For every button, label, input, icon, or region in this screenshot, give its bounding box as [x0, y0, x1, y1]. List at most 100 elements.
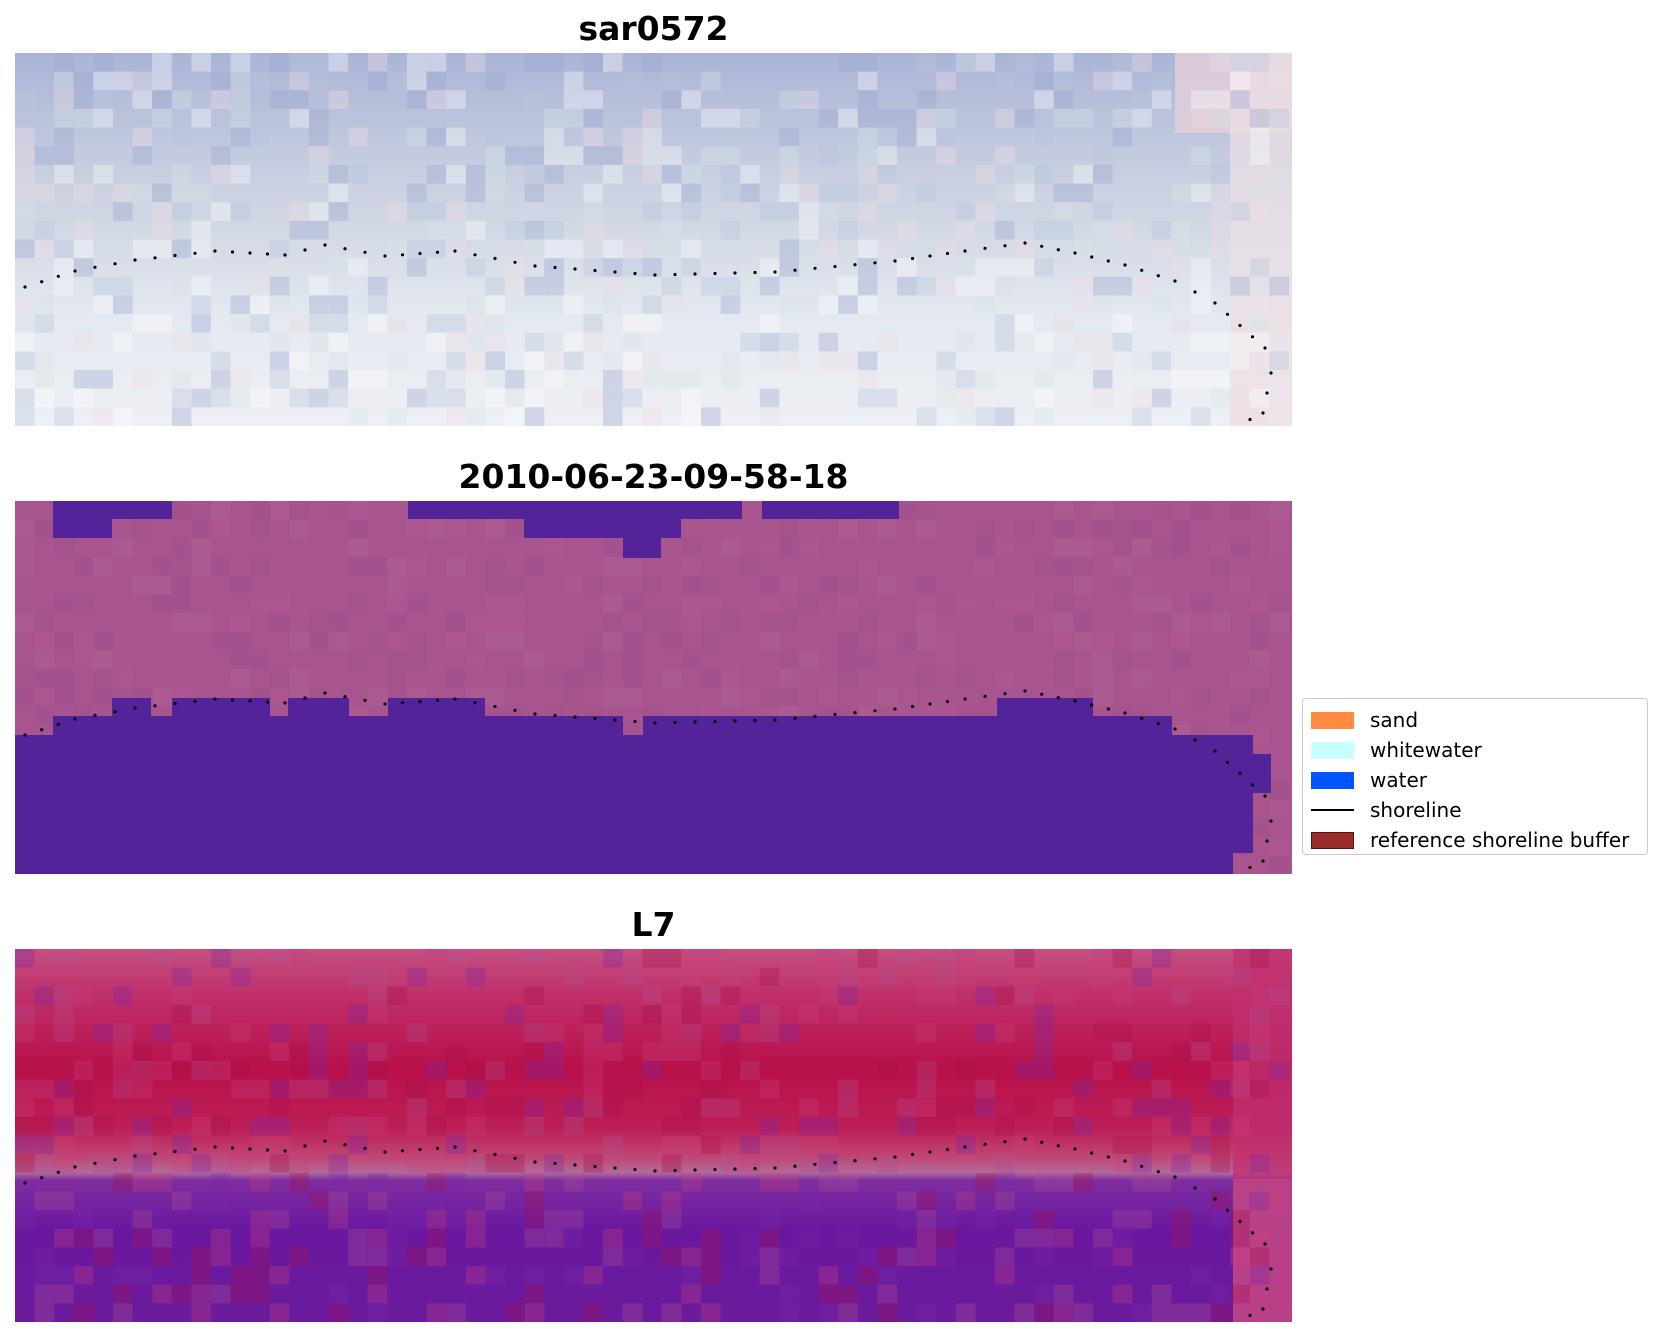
shoreline-point [693, 272, 697, 276]
panel-title-classified: 2010-06-23-09-58-18 [458, 457, 849, 496]
shoreline-point [793, 716, 797, 720]
shoreline-point [323, 243, 327, 247]
shoreline-point [853, 263, 857, 267]
shoreline-point [1140, 1164, 1144, 1168]
shoreline-point [93, 1161, 97, 1165]
shoreline-point [813, 714, 817, 718]
shoreline-point [93, 713, 97, 717]
shoreline-point [1269, 1267, 1273, 1271]
shoreline-point [435, 1146, 440, 1150]
shoreline-point [113, 262, 117, 266]
shoreline-point [893, 1155, 897, 1159]
shoreline-point [1248, 1313, 1252, 1318]
shoreline-point [23, 733, 27, 737]
shoreline-point [873, 1157, 877, 1161]
shoreline-point [283, 701, 287, 705]
shoreline-point [400, 701, 405, 705]
shoreline-point [553, 1161, 557, 1166]
shoreline-point [593, 268, 597, 273]
shoreline-point [1269, 819, 1273, 823]
shoreline-point [248, 1147, 252, 1151]
shoreline-point [133, 1154, 137, 1158]
shoreline-point [963, 249, 967, 253]
shoreline-point [383, 702, 387, 706]
panel-title-rgb: sar0572 [578, 9, 729, 48]
shoreline-point [265, 1148, 270, 1152]
shoreline-point [1106, 259, 1110, 263]
shoreline-point [910, 256, 915, 261]
shoreline-point [673, 1168, 677, 1173]
shoreline-point [753, 718, 757, 723]
shoreline-point [853, 711, 857, 715]
shoreline-point [1263, 794, 1267, 798]
shoreline-point [1003, 692, 1007, 696]
shoreline-point [893, 707, 897, 711]
shoreline-point [633, 1167, 637, 1172]
shoreline-point [173, 701, 177, 706]
shoreline-point [1265, 391, 1269, 395]
shoreline-dots [23, 1137, 1273, 1318]
shoreline-point [593, 1164, 597, 1169]
shoreline-point [613, 1166, 617, 1170]
shoreline-point [73, 1165, 77, 1169]
shoreline-point [773, 1166, 777, 1170]
shoreline-point [963, 697, 967, 701]
shoreline-point [303, 248, 307, 252]
shoreline-point [833, 1160, 837, 1165]
shoreline-point [1003, 1140, 1007, 1144]
shoreline-point [418, 699, 422, 704]
shoreline-point [633, 271, 637, 276]
whitewater-swatch [1311, 741, 1354, 759]
legend-item-shoreline: shoreline [1311, 795, 1639, 825]
shoreline-point [853, 1159, 857, 1163]
shoreline-point [553, 265, 557, 270]
shoreline-point [613, 718, 617, 722]
shoreline-point [213, 697, 217, 701]
shoreline-point [493, 1152, 497, 1157]
shoreline-point [383, 254, 387, 258]
shoreline-point [1073, 699, 1077, 703]
shoreline-point [733, 719, 737, 723]
shoreline-point [453, 697, 457, 701]
shoreline-point [400, 253, 405, 257]
shoreline-point [533, 264, 537, 268]
shoreline-point [1265, 1287, 1269, 1291]
shoreline-point [693, 720, 697, 724]
shoreline-point [303, 696, 307, 700]
shoreline-point [1263, 1242, 1267, 1246]
shoreline-point [1106, 1155, 1110, 1159]
shoreline-dots [23, 241, 1273, 422]
shoreline-point [573, 267, 577, 271]
shoreline-point [1261, 859, 1265, 863]
shoreline-point [248, 699, 252, 703]
legend-item-water: water [1311, 765, 1639, 795]
reference-buffer-swatch [1311, 831, 1354, 849]
shoreline-point [753, 1166, 757, 1171]
shoreline-point [833, 712, 837, 717]
shoreline-dots [23, 689, 1273, 870]
shoreline-point [473, 701, 477, 705]
shoreline-point [343, 1143, 347, 1147]
shoreline-point [513, 1156, 517, 1160]
shoreline-point [1225, 1208, 1230, 1212]
shoreline-point [1250, 335, 1255, 339]
shoreline-point [1193, 738, 1197, 742]
shoreline-point [1023, 1137, 1027, 1141]
shoreline-point [56, 274, 60, 278]
shoreline-point [248, 251, 252, 255]
shoreline-point [73, 717, 77, 721]
shoreline-point [1173, 279, 1177, 283]
shoreline-point [153, 704, 157, 708]
shoreline-point [193, 699, 197, 703]
shoreline-point [73, 269, 77, 273]
shoreline-point [513, 708, 517, 712]
shoreline-point [453, 249, 457, 253]
shoreline-point [40, 728, 44, 732]
shoreline-point [418, 251, 422, 256]
shoreline-point [363, 698, 367, 702]
shoreline-point [363, 250, 367, 254]
shoreline-point [873, 709, 877, 713]
shoreline-point [1023, 241, 1027, 245]
shoreline-point [653, 1169, 657, 1173]
shoreline-point [283, 253, 287, 257]
